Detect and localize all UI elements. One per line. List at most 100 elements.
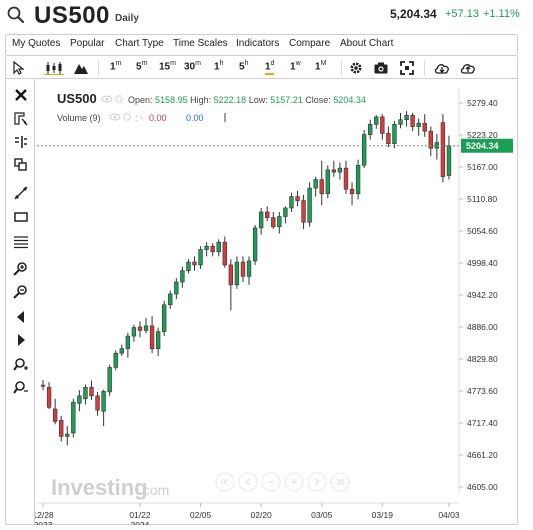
timeframe-30m[interactable]: 30m bbox=[184, 60, 201, 72]
nav-prev-button[interactable] bbox=[238, 472, 258, 492]
candle[interactable] bbox=[440, 114, 446, 183]
candle[interactable] bbox=[131, 324, 137, 342]
candle[interactable] bbox=[337, 162, 343, 180]
candle[interactable] bbox=[65, 426, 70, 446]
candle[interactable] bbox=[283, 206, 288, 224]
candle[interactable] bbox=[174, 278, 179, 300]
candle[interactable] bbox=[71, 398, 76, 438]
candle[interactable] bbox=[125, 332, 131, 358]
candle[interactable] bbox=[258, 207, 264, 235]
timeframe-1m[interactable]: 1m bbox=[110, 60, 121, 72]
menu-chart-type[interactable]: Chart Type bbox=[115, 38, 164, 49]
candle[interactable] bbox=[162, 300, 167, 337]
cloud-upload-icon[interactable] bbox=[460, 62, 476, 74]
menu-my-quotes[interactable]: My Quotes bbox=[12, 38, 61, 49]
candle[interactable] bbox=[113, 350, 118, 371]
candle[interactable] bbox=[40, 379, 46, 391]
candle[interactable] bbox=[168, 290, 173, 309]
candle[interactable] bbox=[392, 120, 397, 149]
menu-about-chart[interactable]: About Chart bbox=[340, 38, 394, 49]
candle[interactable] bbox=[101, 389, 106, 427]
candle[interactable] bbox=[380, 114, 385, 140]
timeframe-1d[interactable]: 1d bbox=[265, 60, 275, 76]
search-icon[interactable] bbox=[6, 5, 26, 25]
candle[interactable] bbox=[137, 321, 143, 338]
arrow-left-icon[interactable] bbox=[13, 309, 29, 325]
volume-gear-icon[interactable] bbox=[123, 113, 131, 121]
candle[interactable] bbox=[119, 344, 124, 357]
candle[interactable] bbox=[234, 256, 240, 289]
camera-icon[interactable] bbox=[374, 62, 388, 74]
candle[interactable] bbox=[374, 115, 379, 129]
candle[interactable] bbox=[277, 211, 282, 234]
candle[interactable] bbox=[216, 239, 221, 257]
legend-gear-icon[interactable] bbox=[115, 95, 123, 103]
candle[interactable] bbox=[446, 135, 452, 180]
candle[interactable] bbox=[398, 112, 403, 129]
candle[interactable] bbox=[295, 190, 300, 207]
menu-time-scales[interactable]: Time Scales bbox=[173, 38, 228, 49]
trendline-icon[interactable] bbox=[13, 185, 29, 201]
candle[interactable] bbox=[210, 243, 215, 257]
cloud-download-icon[interactable] bbox=[434, 62, 450, 74]
menu-compare[interactable]: Compare bbox=[289, 38, 331, 49]
candle[interactable] bbox=[246, 256, 252, 285]
candle[interactable] bbox=[319, 160, 324, 206]
nav-zoom-in-button[interactable] bbox=[284, 472, 304, 492]
candle[interactable] bbox=[313, 176, 318, 197]
timeframe-1h[interactable]: 1h bbox=[214, 60, 223, 72]
pattern-icon[interactable] bbox=[13, 134, 29, 150]
candle[interactable] bbox=[95, 391, 100, 416]
candle[interactable] bbox=[434, 133, 440, 160]
nav-first-button[interactable] bbox=[215, 472, 235, 492]
candle[interactable] bbox=[46, 382, 52, 409]
zoom-fit-icon[interactable] bbox=[13, 357, 29, 373]
candle[interactable] bbox=[83, 384, 88, 405]
zoom-out-icon[interactable] bbox=[13, 284, 29, 300]
candle[interactable] bbox=[325, 165, 330, 199]
timeframe-1w[interactable]: 1w bbox=[290, 60, 301, 72]
candle[interactable] bbox=[52, 398, 58, 425]
candle[interactable] bbox=[349, 182, 355, 206]
candle[interactable] bbox=[331, 160, 337, 177]
candle[interactable] bbox=[77, 390, 82, 412]
zoom-reset-icon[interactable] bbox=[13, 380, 29, 396]
gear-icon[interactable] bbox=[349, 61, 363, 75]
volume-eye-icon[interactable] bbox=[109, 113, 121, 121]
mountain-chart-icon[interactable] bbox=[74, 62, 88, 74]
candle[interactable] bbox=[289, 192, 294, 212]
arrow-right-icon[interactable] bbox=[13, 332, 29, 348]
magnet-icon[interactable] bbox=[13, 111, 29, 127]
candle[interactable] bbox=[228, 259, 234, 311]
candle[interactable] bbox=[198, 246, 203, 269]
candle[interactable] bbox=[89, 380, 94, 400]
candle[interactable] bbox=[422, 114, 427, 137]
candle[interactable] bbox=[355, 159, 361, 200]
candle[interactable] bbox=[404, 111, 409, 127]
candle[interactable] bbox=[410, 112, 415, 132]
candle[interactable] bbox=[343, 160, 349, 194]
candle[interactable] bbox=[149, 316, 155, 354]
candle[interactable] bbox=[307, 182, 312, 227]
candle[interactable] bbox=[361, 129, 367, 169]
legend-eye-icon[interactable] bbox=[101, 95, 113, 103]
candle[interactable] bbox=[59, 415, 64, 442]
timeframe-15m[interactable]: 15m bbox=[159, 60, 176, 72]
candle[interactable] bbox=[240, 256, 246, 283]
candle[interactable] bbox=[204, 242, 209, 257]
menu-indicators[interactable]: Indicators bbox=[236, 38, 280, 49]
timeframe-5m[interactable]: 5m bbox=[136, 60, 147, 72]
zoom-in-icon[interactable] bbox=[13, 261, 29, 277]
nav-last-button[interactable] bbox=[330, 472, 350, 492]
candle[interactable] bbox=[386, 126, 391, 148]
menu-popular[interactable]: Popular bbox=[70, 38, 105, 49]
candle[interactable] bbox=[416, 118, 421, 136]
candle[interactable] bbox=[186, 259, 191, 274]
candle[interactable] bbox=[271, 211, 276, 230]
timeframe-1M[interactable]: 1M bbox=[315, 60, 326, 72]
duplicate-icon[interactable] bbox=[13, 157, 29, 173]
candle[interactable] bbox=[192, 256, 197, 271]
candlestick-icon[interactable] bbox=[44, 61, 64, 75]
candle[interactable] bbox=[107, 364, 112, 396]
timeframe-5h[interactable]: 5h bbox=[239, 60, 248, 72]
